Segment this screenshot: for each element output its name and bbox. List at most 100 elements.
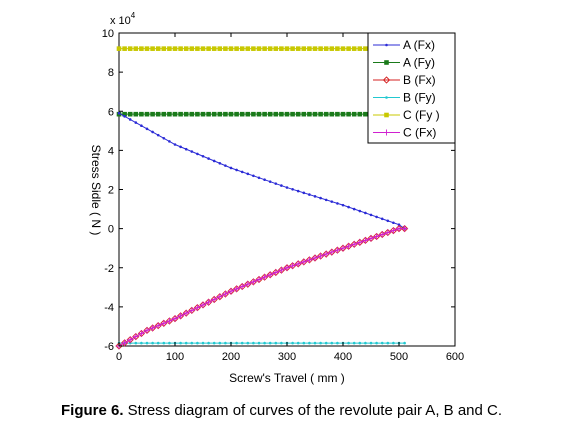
data-point <box>340 245 346 252</box>
data-point <box>346 46 351 51</box>
data-point <box>364 341 367 345</box>
data-point <box>284 111 290 117</box>
y-tick-label: -4 <box>104 302 114 314</box>
data-point <box>156 341 160 345</box>
data-point <box>172 315 178 322</box>
data-point <box>318 46 323 51</box>
data-point <box>357 111 363 117</box>
data-point <box>117 111 121 115</box>
data-point <box>285 186 289 189</box>
data-point <box>290 111 295 117</box>
legend-marker <box>384 112 389 118</box>
data-point <box>127 336 134 343</box>
x-tick-label: 500 <box>390 351 408 363</box>
data-point <box>364 211 367 215</box>
data-point <box>380 341 384 345</box>
data-point <box>313 341 317 345</box>
data-point <box>341 203 345 207</box>
data-point <box>211 46 217 51</box>
data-point <box>190 150 194 153</box>
data-point <box>207 341 210 345</box>
data-point <box>318 111 323 117</box>
data-point <box>330 341 334 345</box>
y-tick-label: 10 <box>102 28 114 40</box>
data-point <box>386 219 390 223</box>
data-point <box>223 46 228 51</box>
legend-label: C (Fy ) <box>403 108 440 122</box>
data-point <box>122 46 127 51</box>
data-point <box>134 341 138 345</box>
data-point <box>351 241 358 248</box>
data-point <box>211 111 217 117</box>
data-point <box>150 46 155 51</box>
legend-marker <box>382 76 391 84</box>
data-point <box>302 191 306 195</box>
data-point <box>245 46 251 51</box>
x-tick-label: 400 <box>334 351 352 363</box>
data-point <box>319 341 322 345</box>
data-point <box>251 46 256 51</box>
data-point <box>155 46 161 51</box>
x-tick-label: 0 <box>116 351 122 363</box>
data-point <box>267 271 274 278</box>
data-point <box>356 239 363 246</box>
data-point <box>262 46 267 51</box>
data-point <box>251 111 256 117</box>
series-4 <box>116 46 407 51</box>
data-point <box>190 341 194 345</box>
data-point <box>246 172 250 176</box>
data-point <box>168 140 171 143</box>
data-point <box>116 46 122 51</box>
data-point <box>183 111 189 117</box>
x-tick-label: 200 <box>222 351 240 363</box>
data-point <box>273 46 279 51</box>
data-point <box>256 46 262 51</box>
data-point <box>324 198 328 202</box>
data-point <box>274 182 278 185</box>
data-point <box>145 341 149 345</box>
data-point <box>352 207 356 211</box>
data-point <box>217 111 223 117</box>
data-point <box>295 260 302 267</box>
data-point <box>335 46 340 51</box>
data-point <box>189 111 195 117</box>
data-point <box>279 111 284 117</box>
y-tick-label: -2 <box>104 263 114 275</box>
data-point <box>296 189 300 193</box>
data-point <box>140 124 143 128</box>
data-point <box>139 46 144 51</box>
y-tick-label: 0 <box>108 224 114 236</box>
x-tick-label: 600 <box>446 351 464 363</box>
data-point <box>368 235 374 242</box>
data-point <box>369 341 373 345</box>
data-point <box>127 111 133 117</box>
data-point <box>179 145 182 149</box>
data-point <box>403 341 406 345</box>
data-point <box>358 341 362 345</box>
x-tick-label: 300 <box>278 351 296 363</box>
data-point <box>240 341 244 345</box>
data-point <box>379 231 386 238</box>
data-point <box>172 46 178 51</box>
data-point <box>397 223 401 227</box>
data-point <box>161 46 167 51</box>
data-point <box>200 111 206 117</box>
data-point <box>308 193 311 196</box>
legend-item: B (Fy) <box>373 91 436 105</box>
figure-caption: Figure 6. Stress diagram of curves of th… <box>0 402 563 419</box>
data-point <box>263 178 266 182</box>
data-point <box>127 46 133 51</box>
legend-label: B (Fx) <box>403 73 436 87</box>
data-point <box>246 341 250 345</box>
data-point <box>195 111 200 117</box>
data-point <box>363 46 368 51</box>
data-point <box>206 46 211 51</box>
data-point <box>375 215 378 219</box>
data-point <box>268 341 272 345</box>
data-point <box>217 46 223 51</box>
series-5 <box>116 225 408 349</box>
y-axis-ticks: -6 -4 -2 0 2 4 6 8 10 <box>102 28 455 353</box>
data-point <box>369 213 373 217</box>
data-point <box>373 233 380 240</box>
legend-box <box>367 32 456 144</box>
